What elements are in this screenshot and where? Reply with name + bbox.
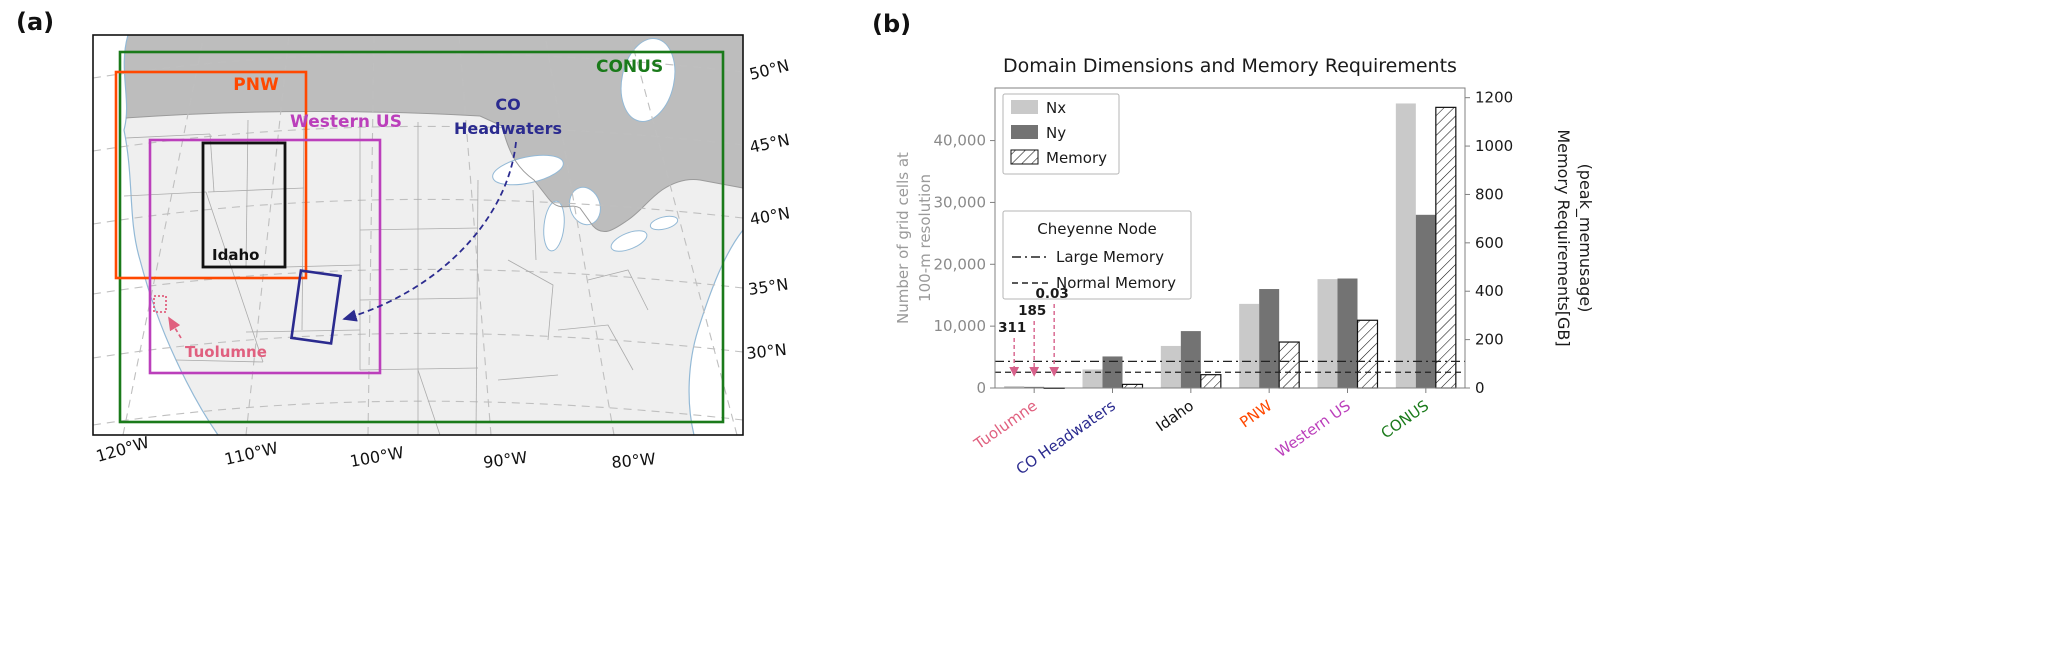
- right-tick-label: 1000: [1475, 137, 1513, 155]
- x-tick-label-conus: CONUS: [1378, 397, 1433, 443]
- annotation-text-0.03: 0.03: [1036, 286, 1069, 302]
- legend-swatch-memory: [1010, 149, 1039, 165]
- bar-nx-conus: [1395, 103, 1416, 388]
- right-tick-label: 1200: [1475, 89, 1513, 107]
- bar-nx-pnw: [1239, 303, 1260, 388]
- bar-ny-western-us: [1337, 278, 1358, 388]
- domain-box-conus: [118, 50, 725, 424]
- bar-nx-idaho: [1160, 345, 1181, 388]
- legend-label-ny: Ny: [1046, 124, 1066, 142]
- hudson-bay: [620, 38, 676, 122]
- label-western-us: Western US: [290, 112, 402, 132]
- lake-superior: [492, 154, 564, 186]
- bar-memory-western-us: [1356, 319, 1379, 389]
- legend-label-memory: Memory: [1046, 149, 1107, 167]
- domain-box-pnw: [114, 70, 308, 280]
- lake-michigan: [543, 200, 565, 252]
- bar-ny-tuolumne: [1024, 386, 1045, 388]
- state-borders: [123, 115, 649, 435]
- panel-a-label: (a): [16, 8, 55, 36]
- atlantic-ocean: [689, 230, 743, 435]
- bar-nx-tuolumne: [1004, 386, 1025, 388]
- node-legend-title: Cheyenne Node: [1037, 220, 1156, 238]
- legend-swatch-ny: [1011, 125, 1038, 139]
- domain-box-tuolumne: [153, 295, 167, 313]
- label-conus: CONUS: [596, 57, 663, 77]
- right-axis-label-line1: Memory Requirements[GB]: [1554, 129, 1573, 346]
- co-headwaters-arrow: [342, 141, 517, 322]
- memory-bar-chart: Domain Dimensions and Memory Requirement…: [894, 55, 1595, 478]
- bar-memory-conus: [1435, 106, 1457, 389]
- bar-memory-idaho: [1200, 374, 1222, 389]
- bar-memory-co-headwaters: [1121, 383, 1144, 389]
- lat-tick-40n: 40°N: [748, 203, 791, 229]
- lon-tick-110w: 110°W: [223, 438, 280, 469]
- label-idaho: Idaho: [212, 246, 259, 264]
- plot-frame: [994, 87, 1466, 389]
- x-tick-label-pnw: PNW: [1236, 396, 1275, 431]
- bar-nx-co-headwaters: [1082, 369, 1103, 388]
- tuolumne-arrow: [168, 316, 182, 339]
- map-frame: [92, 34, 744, 436]
- pacific-coastline: [123, 35, 219, 435]
- right-axis-label-line2: (peak_memusage): [1575, 164, 1595, 313]
- lat-tick-30n: 30°N: [745, 340, 787, 363]
- x-tick-label-western-us: Western US: [1272, 397, 1353, 462]
- atlantic-coastline: [688, 229, 743, 435]
- right-tick-label: 0: [1475, 379, 1485, 397]
- canada-landmass: [93, 35, 743, 232]
- left-tick-label: 10,000: [934, 317, 987, 335]
- bar-ny-co-headwaters: [1102, 356, 1123, 388]
- bar-ny-conus: [1415, 214, 1436, 388]
- domain-map: PNW Western US CO Headwaters CONUS Idaho…: [92, 34, 791, 472]
- left-tick-label: 20,000: [934, 255, 987, 273]
- lon-tick-90w: 90°W: [482, 448, 528, 472]
- right-tick-label: 200: [1475, 331, 1504, 349]
- lon-tick-80w: 80°W: [611, 449, 657, 472]
- bar-ny-pnw: [1259, 289, 1280, 388]
- bar-ny-idaho: [1180, 331, 1201, 388]
- left-tick-label: 30,000: [934, 193, 987, 211]
- x-tick-label-idaho: Idaho: [1153, 397, 1198, 436]
- great-lakes: [492, 154, 679, 252]
- chart-title: Domain Dimensions and Memory Requirement…: [1003, 55, 1457, 77]
- node-legend-label-large-memory: Large Memory: [1056, 248, 1164, 266]
- lat-tick-45n: 45°N: [748, 130, 791, 157]
- label-co-headwaters-2: Headwaters: [454, 119, 562, 138]
- panel-b-label: (b): [872, 10, 912, 38]
- right-tick-label: 400: [1475, 282, 1504, 300]
- label-co-headwaters-1: CO: [495, 95, 520, 114]
- legend-swatch-nx: [1011, 100, 1038, 114]
- domain-box-western-us: [148, 138, 382, 375]
- lat-tick-35n: 35°N: [747, 275, 790, 299]
- left-tick-label: 40,000: [934, 132, 987, 150]
- us-canada-border: [125, 110, 743, 232]
- domain-box-idaho: [201, 141, 287, 269]
- bar-memory-pnw: [1278, 341, 1300, 389]
- annotation-text-311: 311: [998, 320, 1026, 336]
- lat-tick-50n: 50°N: [747, 56, 791, 84]
- right-tick-label: 800: [1475, 185, 1504, 203]
- lake-erie: [610, 230, 648, 252]
- annotation-text-185: 185: [1018, 303, 1046, 319]
- lon-tick-100w: 100°W: [348, 443, 405, 471]
- left-axis-label-line2: 100-m resolution: [916, 174, 934, 302]
- map-geography: [93, 35, 743, 435]
- right-tick-label: 600: [1475, 234, 1504, 252]
- legend-label-nx: Nx: [1046, 99, 1066, 117]
- left-axis-label-line1: Number of grid cells at: [894, 152, 912, 324]
- domain-box-co-headwaters: [289, 269, 343, 345]
- lake-huron: [569, 186, 601, 226]
- lake-ontario: [649, 215, 679, 231]
- node-legend-box: [1002, 210, 1192, 300]
- lon-tick-120w: 120°W: [94, 433, 152, 466]
- label-tuolumne: Tuolumne: [185, 343, 267, 361]
- x-tick-label-tuolumne: Tuolumne: [970, 397, 1041, 454]
- label-pnw: PNW: [233, 75, 279, 95]
- left-tick-label: 0: [976, 379, 986, 397]
- node-legend-label-normal-memory: Normal Memory: [1056, 274, 1176, 292]
- pacific-ocean: [93, 35, 218, 435]
